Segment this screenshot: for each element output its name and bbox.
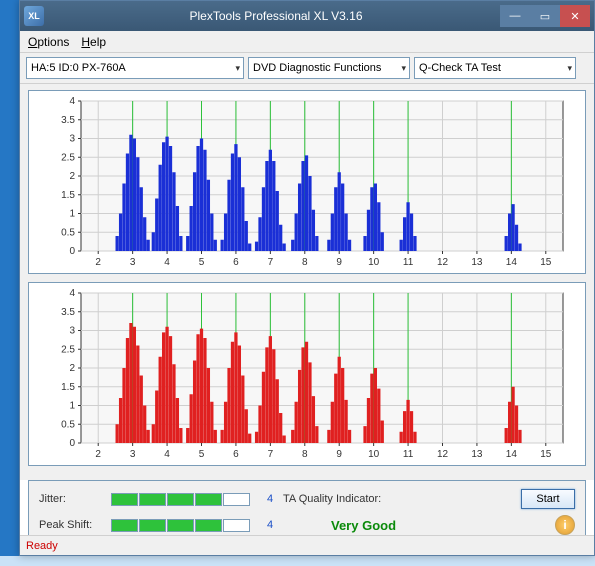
function-select-value: DVD Diagnostic Functions	[253, 62, 381, 74]
menu-help[interactable]: Help	[81, 35, 106, 49]
svg-text:4: 4	[69, 288, 75, 299]
svg-text:6: 6	[233, 257, 239, 268]
svg-text:2.5: 2.5	[61, 152, 75, 163]
chart-top: 0 0.5 1 1.5 2 2.5 3 3.5 4 2 3 4 5 6 7 8 9 10 11 12 13 14 15	[28, 90, 586, 274]
svg-text:2: 2	[69, 363, 75, 374]
svg-text:4: 4	[164, 449, 170, 460]
device-select-value: HA:5 ID:0 PX-760A	[31, 62, 126, 74]
svg-text:12: 12	[437, 449, 449, 460]
svg-text:13: 13	[471, 257, 483, 268]
svg-text:13: 13	[471, 449, 483, 460]
svg-text:0.5: 0.5	[61, 419, 75, 430]
svg-text:10: 10	[368, 449, 380, 460]
svg-text:1.5: 1.5	[61, 382, 75, 393]
menu-options[interactable]: Options	[28, 35, 69, 49]
window-title: PlexTools Professional XL V3.16	[52, 9, 500, 23]
test-select-value: Q-Check TA Test	[419, 62, 501, 74]
jitter-label: Jitter:	[39, 493, 111, 505]
jitter-bar	[111, 493, 261, 506]
desktop-taskstrip	[0, 556, 595, 566]
peak-shift-value: 4	[261, 519, 283, 531]
menubar: Options Help	[20, 31, 594, 53]
ta-quality-label: TA Quality Indicator:	[283, 493, 515, 505]
svg-text:15: 15	[540, 449, 552, 460]
svg-text:7: 7	[268, 257, 274, 268]
svg-text:5: 5	[199, 449, 205, 460]
svg-text:3: 3	[69, 326, 75, 337]
chevron-down-icon: ▾	[567, 63, 572, 74]
peak-shift-bar	[111, 519, 261, 532]
svg-text:9: 9	[336, 449, 342, 460]
close-button[interactable]: ✕	[560, 5, 590, 27]
svg-text:3.5: 3.5	[61, 307, 75, 318]
device-select[interactable]: HA:5 ID:0 PX-760A ▾	[26, 57, 244, 79]
info-button[interactable]: i	[555, 515, 575, 535]
svg-text:12: 12	[437, 257, 449, 268]
toolbar: HA:5 ID:0 PX-760A ▾ DVD Diagnostic Functi…	[20, 53, 594, 84]
chart-top-svg: 0 0.5 1 1.5 2 2.5 3 3.5 4 2 3 4 5 6 7 8 9 10 11 12 13 14 15	[29, 91, 573, 273]
titlebar[interactable]: XL PlexTools Professional XL V3.16 — ▭ ✕	[20, 1, 594, 31]
svg-text:8: 8	[302, 257, 308, 268]
svg-text:0.5: 0.5	[61, 227, 75, 238]
chevron-down-icon: ▾	[235, 63, 240, 74]
svg-text:3.5: 3.5	[61, 115, 75, 126]
maximize-button[interactable]: ▭	[530, 5, 560, 27]
svg-text:4: 4	[69, 96, 75, 107]
statusbar: Ready	[20, 535, 594, 555]
chevron-down-icon: ▾	[401, 63, 406, 74]
function-select[interactable]: DVD Diagnostic Functions ▾	[248, 57, 410, 79]
svg-text:2.5: 2.5	[61, 344, 75, 355]
test-select[interactable]: Q-Check TA Test ▾	[414, 57, 576, 79]
svg-text:15: 15	[540, 257, 552, 268]
svg-text:11: 11	[403, 449, 414, 460]
svg-text:1: 1	[69, 401, 75, 412]
svg-text:2: 2	[69, 171, 75, 182]
svg-text:2: 2	[95, 257, 101, 268]
chart-bot-svg: 0 0.5 1 1.5 2 2.5 3 3.5 4 2 3 4 5 6 7 8 9 10 11 12 13 14 15	[29, 283, 573, 465]
svg-text:1.5: 1.5	[61, 190, 75, 201]
svg-text:4: 4	[164, 257, 170, 268]
status-text: Ready	[26, 540, 58, 552]
svg-text:9: 9	[336, 257, 342, 268]
svg-text:5: 5	[199, 257, 205, 268]
svg-text:2: 2	[95, 449, 101, 460]
charts-panel: 00.511.522.533.5423456789101112131415 00…	[20, 84, 594, 480]
svg-text:0: 0	[69, 246, 75, 257]
peak-shift-label: Peak Shift:	[39, 519, 111, 531]
svg-text:3: 3	[130, 257, 136, 268]
svg-text:11: 11	[403, 257, 414, 268]
start-button[interactable]: Start	[521, 489, 575, 509]
svg-text:6: 6	[233, 449, 239, 460]
chart-bottom: 0 0.5 1 1.5 2 2.5 3 3.5 4 2 3 4 5 6 7 8 9 10 11 12 13 14 15	[28, 282, 586, 466]
app-icon: XL	[24, 6, 44, 26]
svg-text:10: 10	[368, 257, 380, 268]
svg-text:8: 8	[302, 449, 308, 460]
svg-text:14: 14	[506, 257, 518, 268]
svg-text:0: 0	[69, 438, 75, 449]
svg-text:1: 1	[69, 209, 75, 220]
ta-quality-value: Very Good	[283, 518, 515, 533]
svg-text:14: 14	[506, 449, 518, 460]
svg-text:3: 3	[69, 134, 75, 145]
jitter-value: 4	[261, 493, 283, 505]
svg-text:7: 7	[268, 449, 274, 460]
minimize-button[interactable]: —	[500, 5, 530, 27]
svg-text:3: 3	[130, 449, 136, 460]
main-window: XL PlexTools Professional XL V3.16 — ▭ ✕…	[19, 0, 595, 556]
